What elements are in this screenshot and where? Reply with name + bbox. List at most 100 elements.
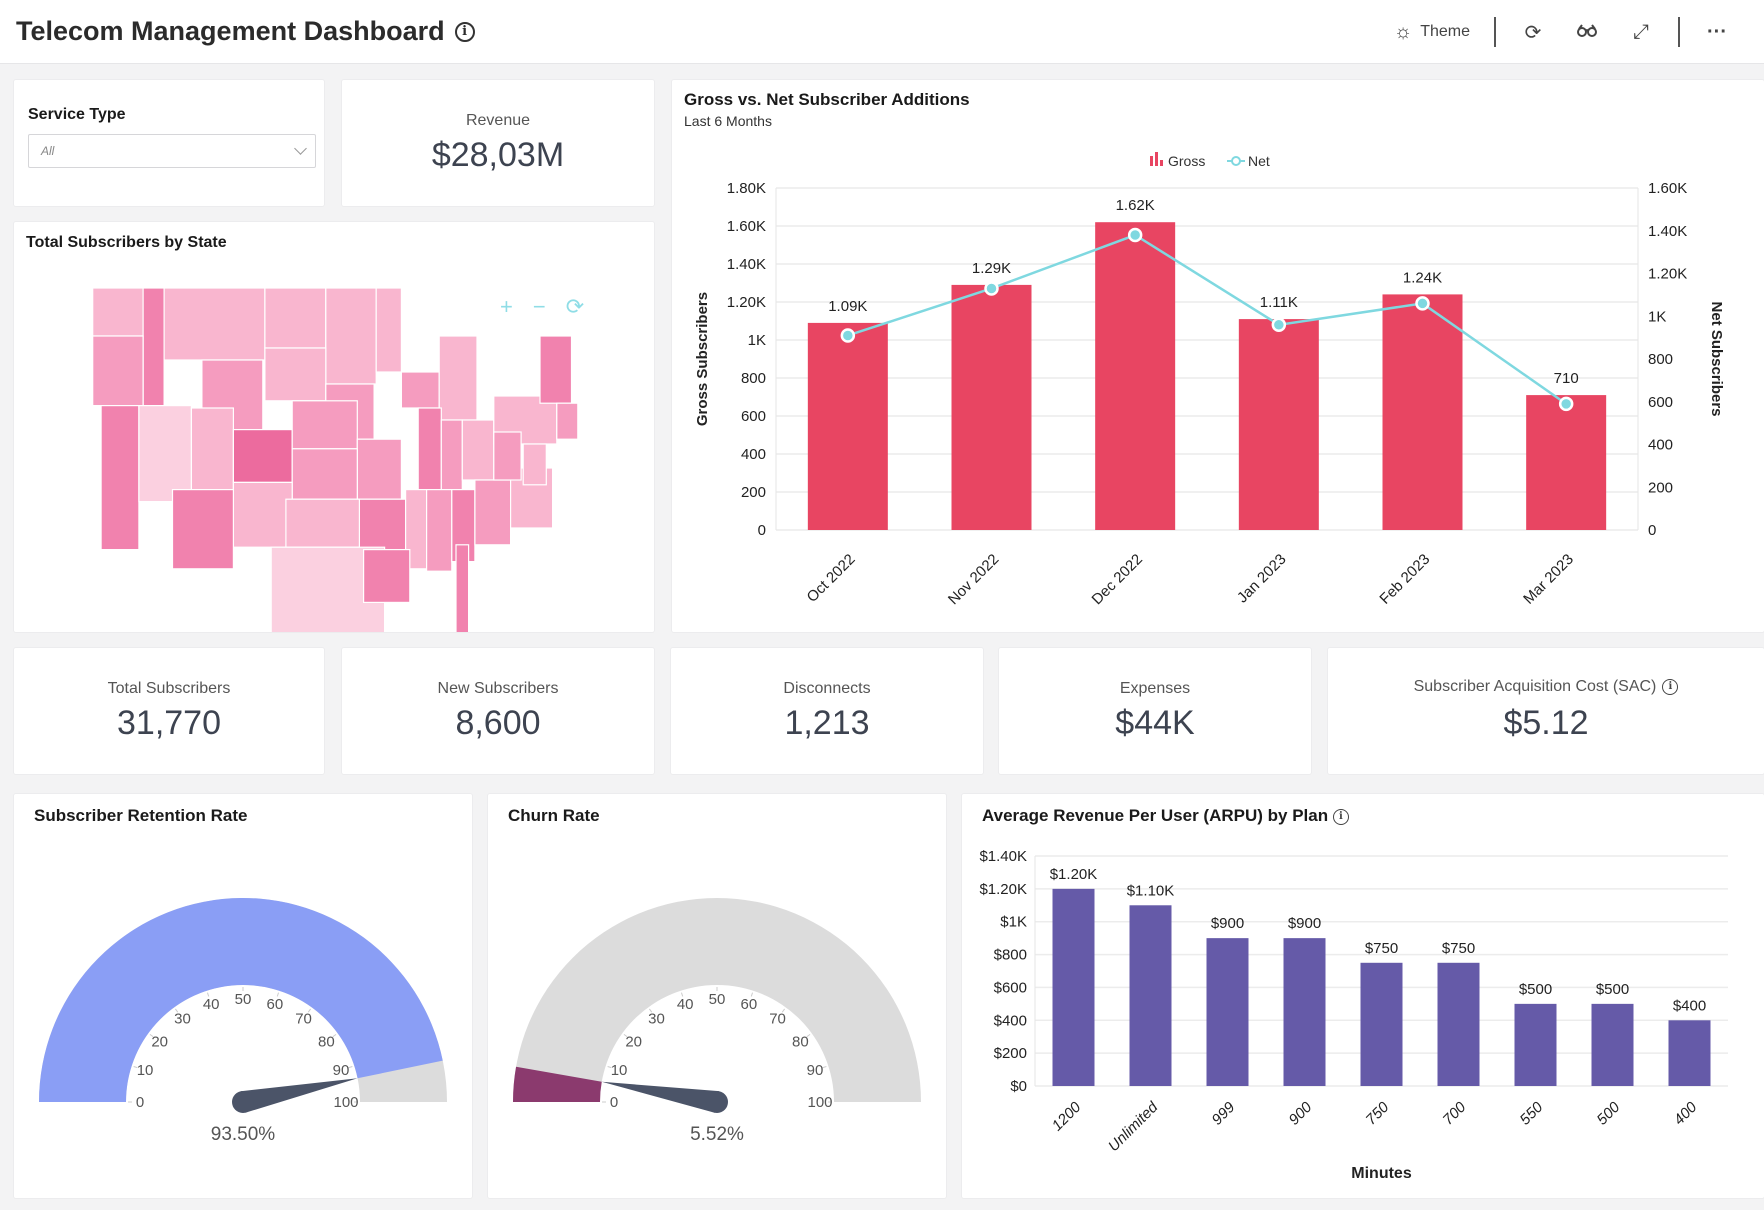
x-tick-label: Unlimited xyxy=(1105,1098,1162,1155)
state-region xyxy=(375,287,403,373)
y-tick-label: $400 xyxy=(994,1012,1027,1029)
y-tick-label: 1.40K xyxy=(727,256,766,273)
state-region xyxy=(92,287,144,337)
y2-tick-label: 1.60K xyxy=(1648,180,1687,197)
retention-title: Subscriber Retention Rate xyxy=(34,806,248,825)
gauge-tick-label: 70 xyxy=(295,1011,312,1028)
state-region xyxy=(455,544,470,632)
y-tick-label: 600 xyxy=(741,408,766,425)
map-controls: + − ⟳ xyxy=(500,294,584,320)
kpi-value: 1,213 xyxy=(784,704,870,742)
gauge-tick xyxy=(822,1065,827,1069)
state-region xyxy=(438,335,478,421)
info-icon[interactable]: i xyxy=(454,21,475,42)
revenue-label: Revenue xyxy=(465,112,531,129)
gauge-tick xyxy=(133,1065,138,1069)
net-point xyxy=(984,281,999,296)
gross-bar xyxy=(807,322,888,530)
info-icon[interactable]: i xyxy=(1662,678,1679,695)
glasses-button[interactable] xyxy=(1560,14,1614,50)
legend-gross-label: Gross xyxy=(1168,153,1205,169)
zoom-in-button[interactable]: + xyxy=(500,294,513,319)
service-type-select[interactable]: All xyxy=(28,134,316,168)
gauge-needle xyxy=(240,1078,358,1113)
state-region xyxy=(400,371,440,409)
arpu-bar xyxy=(1129,905,1172,1086)
gauge-tick-label: 30 xyxy=(174,1011,191,1028)
y-tick-label: 1.60K xyxy=(727,218,766,235)
refresh-button[interactable]: ⟳ xyxy=(1506,14,1560,50)
chevron-down-icon xyxy=(294,142,307,155)
state-region xyxy=(291,448,358,500)
gauge-tick-label: 50 xyxy=(235,991,252,1008)
toolbar-divider xyxy=(1678,17,1680,47)
revenue-card: Revenue $28,03M xyxy=(342,80,654,206)
y-tick-label: 400 xyxy=(741,446,766,463)
gauge-tick xyxy=(750,992,754,997)
state-region xyxy=(522,443,547,486)
service-type-value: All xyxy=(41,144,55,158)
gross-bar xyxy=(1382,294,1463,530)
x-tick-label: 1200 xyxy=(1049,1098,1085,1134)
y-tick-label: $1K xyxy=(1000,914,1027,931)
x-axis-title: Minutes xyxy=(1351,1165,1412,1182)
y-axis-title: Gross Subscribers xyxy=(694,292,711,426)
net-line xyxy=(847,233,1567,405)
gauge-value-label: 93.50% xyxy=(211,1124,276,1145)
more-icon: ··· xyxy=(1707,20,1727,43)
kpi-card: New Subscribers 8,600 xyxy=(342,648,654,774)
gross-bar xyxy=(1238,319,1319,530)
gauge-tick-label: 90 xyxy=(807,1062,824,1079)
reset-map-button[interactable]: ⟳ xyxy=(565,294,585,319)
gauge-tick xyxy=(149,1034,154,1038)
state-region xyxy=(163,287,266,361)
gauge-needle xyxy=(601,1081,719,1113)
info-icon[interactable]: i xyxy=(1332,808,1349,825)
y-tick-label: 1.20K xyxy=(727,294,766,311)
arpu-data-label: $1.20K xyxy=(1050,866,1098,883)
gauge-tick xyxy=(332,1034,337,1038)
legend-gross-icon xyxy=(1155,152,1158,166)
y-tick-label: $1.20K xyxy=(979,881,1027,898)
arpu-bar xyxy=(1360,962,1403,1086)
gross-bar xyxy=(1095,222,1176,530)
y2-tick-label: 400 xyxy=(1648,437,1673,454)
subscribers-map-card: Total Subscribers by State + − ⟳ xyxy=(14,222,654,632)
arpu-title: Average Revenue Per User (ARPU) by Plan xyxy=(982,806,1329,825)
gauge-needle-hub xyxy=(232,1091,254,1113)
gross-data-label: 1.11K xyxy=(1260,294,1298,311)
gauge-tick xyxy=(623,1034,628,1038)
y-tick-label: $1.40K xyxy=(979,848,1027,865)
gross-net-subtitle: Last 6 Months xyxy=(684,113,772,129)
state-region xyxy=(493,431,522,481)
service-type-filter-card: Service Type All xyxy=(14,80,324,206)
arpu-bar xyxy=(1052,888,1095,1086)
gauge-tick-label: 20 xyxy=(151,1033,168,1050)
state-region xyxy=(539,335,573,404)
gross-net-card: Gross vs. Net Subscriber Additions Last … xyxy=(672,80,1764,632)
arpu-card: Average Revenue Per User (ARPU) by Plan … xyxy=(962,794,1764,1198)
theme-button[interactable]: ☼ Theme xyxy=(1380,14,1484,50)
expand-button[interactable]: ⤢ xyxy=(1614,14,1668,50)
zoom-out-button[interactable]: − xyxy=(532,294,546,319)
gauge-tick-label: 50 xyxy=(709,991,726,1008)
x-tick-label: Oct 2022 xyxy=(804,551,859,606)
state-region xyxy=(291,400,358,450)
gross-data-label: 1.29K xyxy=(972,260,1011,277)
arpu-data-label: $900 xyxy=(1288,915,1321,932)
us-map[interactable] xyxy=(14,222,654,632)
gauge-tick-label: 40 xyxy=(677,996,694,1013)
state-region xyxy=(325,287,377,385)
arpu-bar xyxy=(1591,1003,1634,1086)
gauge-tick-label: 10 xyxy=(611,1062,628,1079)
gauge-tick xyxy=(781,1008,785,1013)
arpu-data-label: $500 xyxy=(1596,981,1629,998)
y2-tick-label: 1K xyxy=(1648,308,1666,325)
x-tick-label: 550 xyxy=(1517,1098,1547,1128)
y2-axis-title: Net Subscribers xyxy=(1708,301,1725,416)
x-tick-label: 700 xyxy=(1440,1098,1470,1128)
y-tick-label: 0 xyxy=(758,522,766,539)
gauge-tick-label: 30 xyxy=(648,1011,665,1028)
more-button[interactable]: ··· xyxy=(1690,14,1744,50)
toolbar: ☼ Theme ⟳ ⤢ ··· xyxy=(1380,14,1744,50)
